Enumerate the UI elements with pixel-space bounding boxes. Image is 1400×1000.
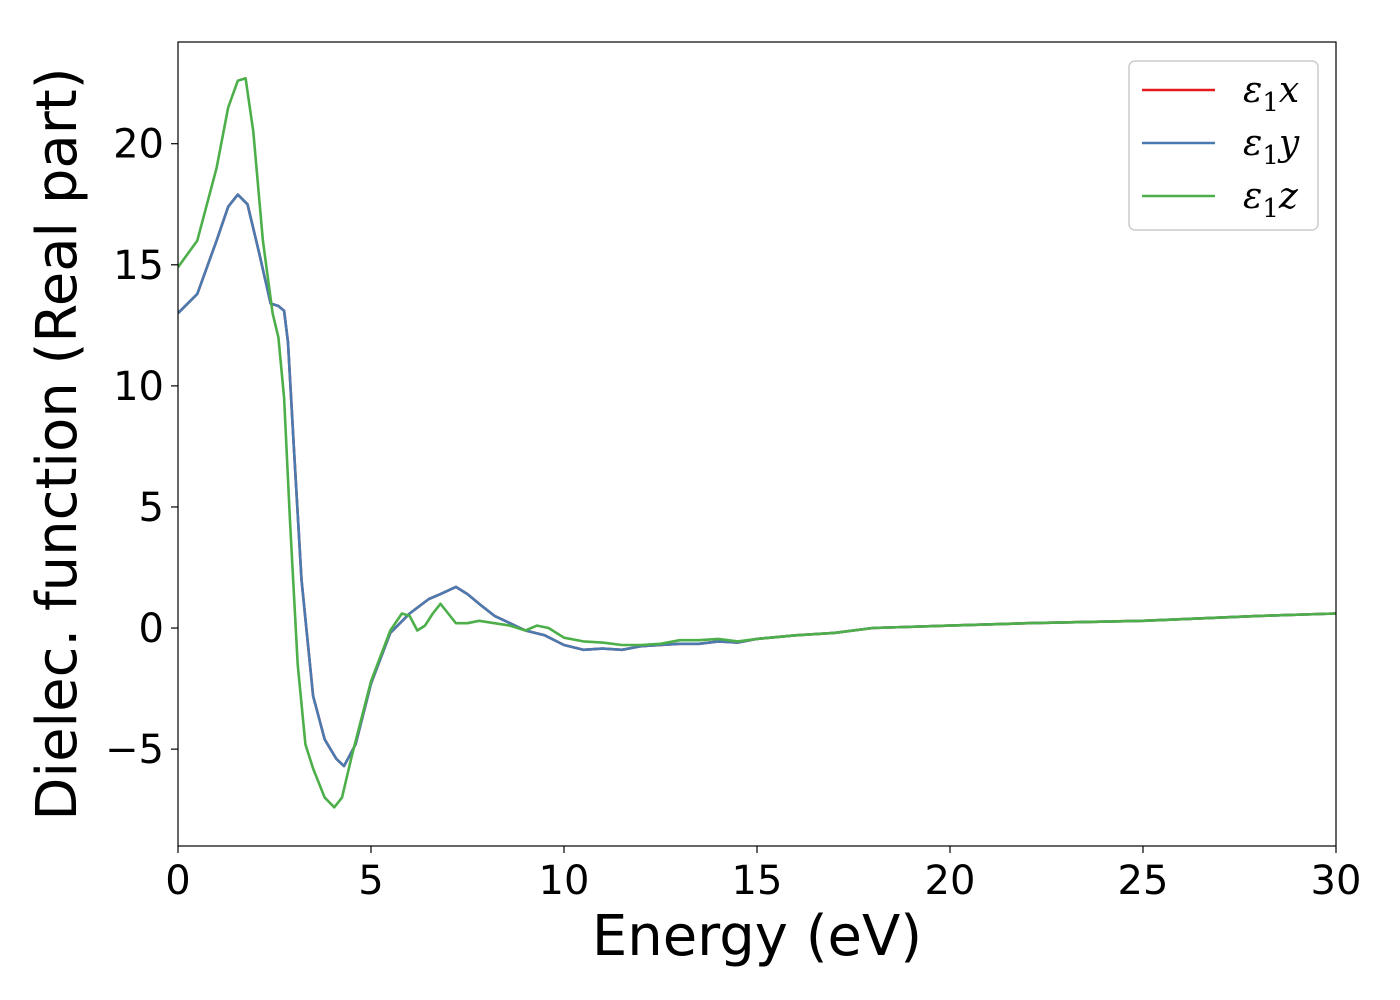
y-axis-label: Dielec. function (Real part) [25, 67, 90, 820]
x-tick-label: 30 [1311, 858, 1362, 904]
legend-label-y: ε1y [1243, 123, 1300, 171]
x-tick-label: 5 [358, 858, 383, 904]
legend-label-z: ε1z [1243, 176, 1299, 224]
legend-label-x: ε1x [1243, 70, 1299, 118]
x-tick-label: 0 [165, 858, 190, 904]
x-axis-label: Energy (eV) [592, 904, 922, 969]
x-axis: 0 5 10 15 20 25 30 [165, 846, 1361, 904]
y-tick-label: 15 [113, 243, 164, 289]
legend: ε1x ε1y ε1z [1128, 60, 1319, 231]
legend-box [1128, 60, 1319, 231]
y-tick-label: 0 [139, 606, 164, 652]
series-layer [178, 77, 1336, 809]
y-tick-label: 10 [113, 364, 164, 410]
x-tick-label: 10 [539, 858, 590, 904]
series-line-z [178, 77, 1336, 809]
x-tick-label: 25 [1118, 858, 1169, 904]
x-tick-label: 15 [732, 858, 783, 904]
x-tick-label: 20 [925, 858, 976, 904]
y-tick-label: −5 [105, 727, 164, 773]
y-tick-label: 5 [139, 485, 164, 531]
y-axis: −5 0 5 10 15 20 [105, 122, 178, 773]
y-tick-label: 20 [113, 122, 164, 168]
